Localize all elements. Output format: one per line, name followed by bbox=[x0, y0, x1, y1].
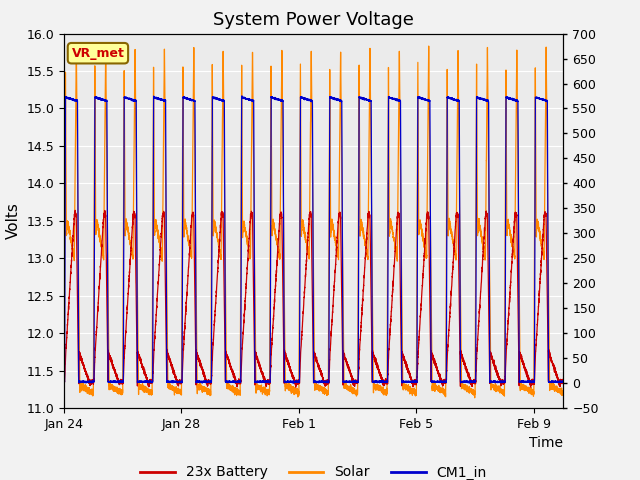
Y-axis label: Volts: Volts bbox=[6, 203, 21, 239]
Legend: 23x Battery, Solar, CM1_in: 23x Battery, Solar, CM1_in bbox=[134, 460, 493, 480]
Title: System Power Voltage: System Power Voltage bbox=[213, 11, 414, 29]
Text: VR_met: VR_met bbox=[72, 47, 124, 60]
X-axis label: Time: Time bbox=[529, 436, 563, 450]
